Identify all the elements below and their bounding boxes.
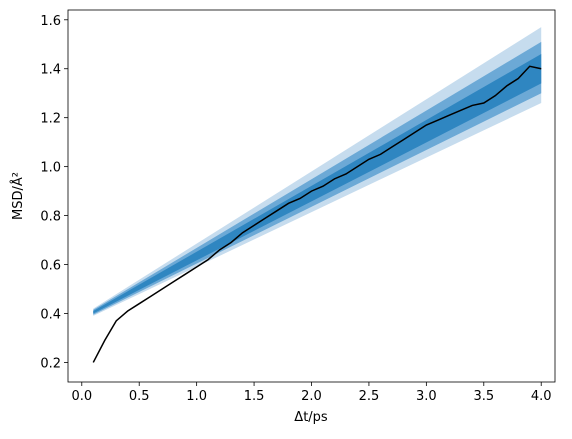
data-line	[92, 65, 542, 363]
x-tick-label: 2.5	[359, 389, 380, 404]
x-tick-label: 3.0	[416, 389, 437, 404]
y-tick-label: 0.2	[40, 356, 61, 371]
x-tick-label: 3.5	[473, 389, 494, 404]
y-tick-label: 1.2	[40, 112, 61, 127]
x-tick-label: 0.0	[71, 389, 92, 404]
y-tick-label: 0.6	[40, 259, 61, 274]
y-tick-label: 1.6	[40, 14, 61, 29]
x-tick-label: 0.5	[129, 389, 150, 404]
y-tick-label: 1.0	[40, 161, 61, 176]
y-axis-label: MSD/Å²	[10, 172, 26, 220]
x-tick-label: 1.0	[186, 389, 207, 404]
x-tick-label: 2.0	[301, 389, 322, 404]
credible-band	[93, 54, 542, 314]
y-tick-label: 1.4	[40, 63, 61, 78]
y-tick-label: 0.8	[40, 210, 61, 225]
x-tick-label: 1.5	[244, 389, 265, 404]
x-tick-label: 4.0	[531, 389, 552, 404]
x-axis-label: Δt/ps	[294, 410, 328, 425]
credible-band	[93, 41, 542, 315]
y-tick-label: 0.4	[40, 307, 61, 322]
